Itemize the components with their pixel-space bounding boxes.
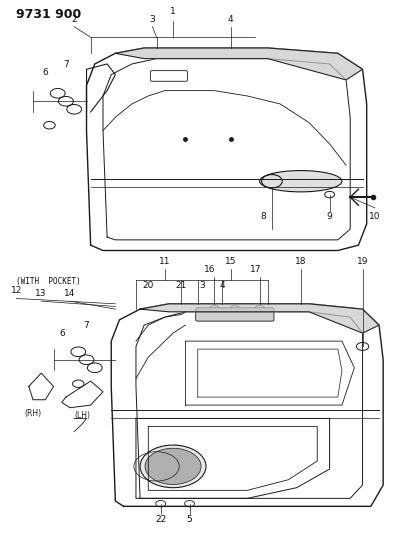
- Circle shape: [145, 448, 201, 484]
- Text: 5: 5: [187, 515, 192, 524]
- Text: 11: 11: [159, 257, 171, 266]
- Text: 19: 19: [357, 257, 368, 266]
- Text: 3: 3: [199, 281, 205, 290]
- Text: 22: 22: [155, 515, 166, 524]
- FancyBboxPatch shape: [196, 308, 274, 321]
- Text: 6: 6: [59, 329, 65, 338]
- Text: (WITH  POCKET): (WITH POCKET): [16, 277, 81, 286]
- Text: 7: 7: [84, 321, 89, 330]
- Text: (LH): (LH): [75, 411, 90, 421]
- Text: 9731 900: 9731 900: [16, 8, 82, 21]
- Polygon shape: [115, 48, 363, 80]
- Polygon shape: [140, 304, 379, 333]
- Text: 8: 8: [261, 212, 267, 221]
- Text: 12: 12: [11, 286, 22, 295]
- Text: 3: 3: [150, 15, 155, 24]
- Circle shape: [140, 445, 206, 488]
- Text: 6: 6: [42, 68, 48, 77]
- Text: 17: 17: [250, 265, 261, 274]
- Text: 13: 13: [35, 289, 47, 298]
- Text: 4: 4: [220, 281, 225, 290]
- Text: 4: 4: [228, 15, 234, 24]
- Text: 21: 21: [176, 281, 187, 290]
- Text: 16: 16: [204, 265, 216, 274]
- Text: 15: 15: [225, 257, 236, 266]
- Text: 20: 20: [143, 281, 154, 290]
- Text: 9: 9: [327, 212, 332, 221]
- Text: (RH): (RH): [24, 409, 42, 418]
- Text: 7: 7: [63, 60, 69, 69]
- Text: 10: 10: [369, 212, 381, 221]
- Text: 2: 2: [71, 15, 77, 24]
- Text: 1: 1: [170, 7, 176, 16]
- Ellipse shape: [260, 171, 342, 192]
- Text: 14: 14: [64, 289, 76, 298]
- Text: 18: 18: [295, 257, 307, 266]
